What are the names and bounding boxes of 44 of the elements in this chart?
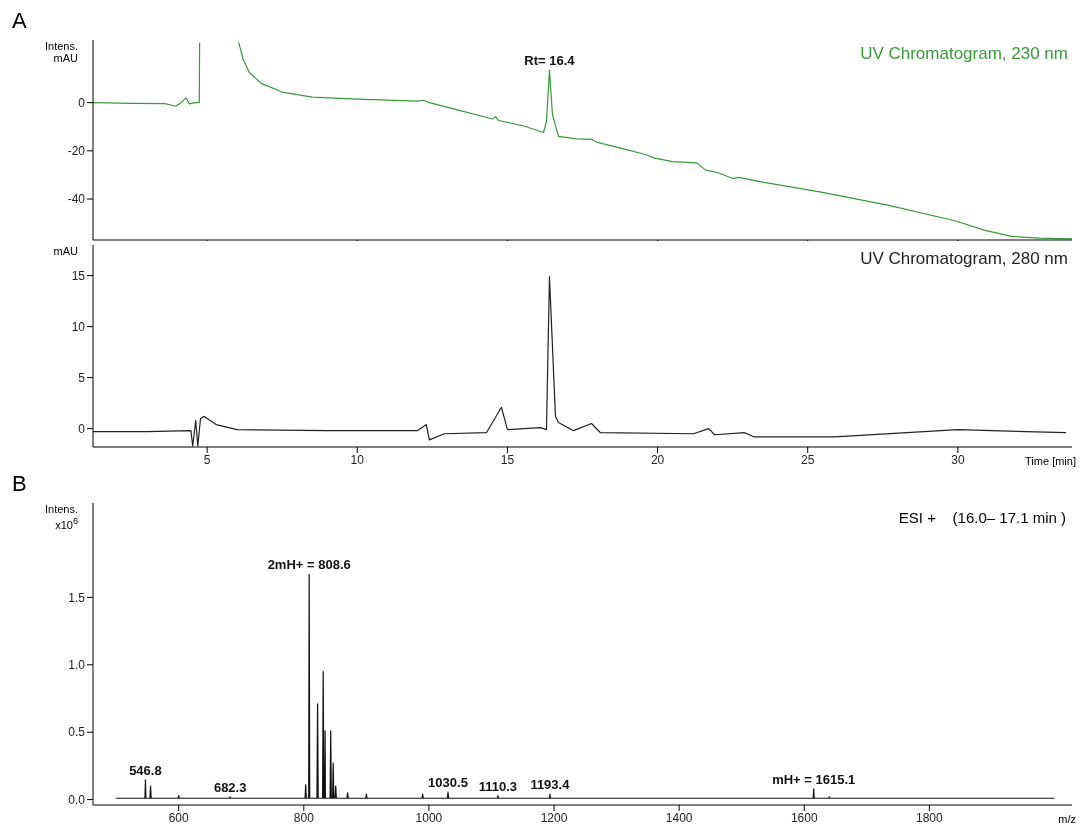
annotation: 546.8 (129, 762, 162, 778)
x-tick-label: 15 (500, 452, 515, 467)
annotation: 2mH+ = 808.6 (267, 557, 351, 573)
y-tick-label: 1.5 (68, 590, 86, 605)
chart-title: A (11, 8, 28, 35)
y-tick-label: -40 (67, 192, 86, 207)
y-tick-label: 15 (71, 268, 86, 283)
y-axis-title: mAU (52, 245, 78, 257)
x-tick-label: 5 (203, 452, 211, 467)
y-tick-label: 0.5 (68, 725, 86, 740)
annotation: 1030.5 (428, 775, 468, 791)
x-tick-label: 25 (801, 452, 815, 467)
line-series (115, 573, 1056, 799)
y-axis-title: Intens. mAU (43, 40, 78, 64)
x-tick-label: 1200 (540, 810, 568, 825)
text: UV Chromatogram, 230 nm (860, 44, 1068, 64)
x-tick-label: 30 (951, 452, 965, 467)
chart-title: B (11, 471, 28, 498)
text: UV Chromatogram, 280 nm (860, 249, 1068, 269)
annotation: 682.3 (213, 779, 247, 795)
y-tick-label: 0 (78, 95, 86, 110)
line-series (93, 276, 1067, 447)
annotation: Rt= 16.4 (524, 53, 576, 69)
x-tick-label: 800 (293, 810, 315, 825)
y-tick-label: 0.0 (68, 792, 86, 807)
x-axis-title: m/z (1058, 813, 1076, 825)
annotation: mH+ = 1615.1 (772, 771, 856, 787)
x-tick-label: 1400 (665, 810, 693, 825)
y-tick-label: 1.0 (68, 658, 86, 673)
x-tick-label: 10 (350, 452, 365, 467)
y-axis-title: Intens. x10$^{6}$ (43, 503, 78, 531)
y-tick-label: 10 (71, 319, 86, 334)
y-tick-label: -20 (67, 144, 86, 159)
annotation: 1193.4 (530, 777, 571, 793)
x-tick-label: 600 (168, 810, 190, 825)
annotation: 1110.3 (478, 778, 518, 794)
x-tick-label: 1000 (415, 810, 443, 825)
y-tick-label: 5 (78, 370, 86, 385)
x-axis-title: Time [min] (1025, 455, 1076, 467)
x-tick-label: 20 (650, 452, 665, 467)
y-tick-label: 0 (78, 421, 86, 436)
x-tick-label: 1800 (916, 810, 944, 825)
x-tick-label: 1600 (790, 810, 818, 825)
annotation: ESI + (16.0– 17.1 min ) (898, 509, 1066, 526)
